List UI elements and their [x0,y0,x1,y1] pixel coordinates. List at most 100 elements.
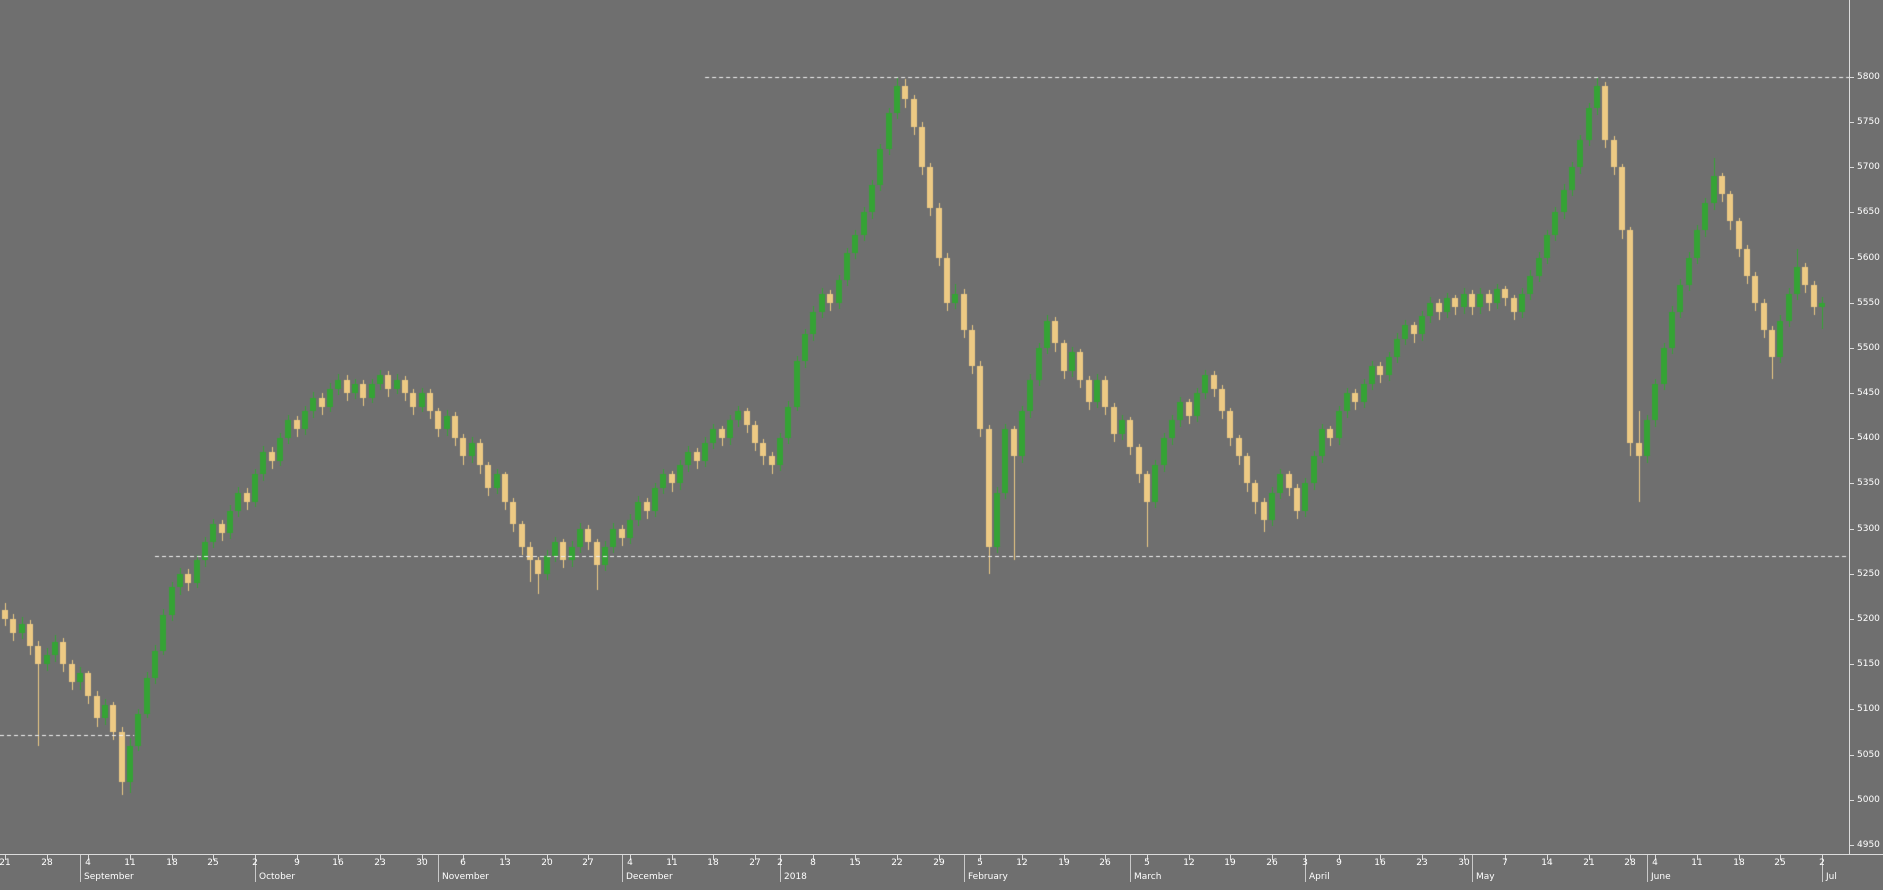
time-axis-label: 18 [1733,858,1745,868]
time-axis-tick [980,855,981,860]
time-axis-tick [1189,855,1190,860]
time-axis-label: 11 [124,858,136,868]
time-axis-label: 9 [294,858,300,868]
time-axis-tick [213,855,214,860]
price-axis-label: 5450 [1857,388,1880,398]
time-axis-tick [897,855,898,860]
time-axis-label: 5 [1144,858,1150,868]
time-axis-tick [1339,855,1340,860]
time-axis-label: 20 [541,858,553,868]
time-axis-label: 19 [1224,858,1236,868]
time-axis-tick [672,855,673,860]
time-axis-label: 25 [1774,858,1786,868]
month-separator-tick [1130,855,1131,882]
price-axis-tick [1850,348,1854,349]
price-axis-tick [1850,709,1854,710]
time-axis-label: 29 [933,858,945,868]
time-axis-label: 12 [1016,858,1028,868]
time-axis-label: 8 [810,858,816,868]
price-axis-tick [1850,845,1854,846]
price-axis-tick [1850,122,1854,123]
month-separator-tick [964,855,965,882]
time-axis-tick [505,855,506,860]
price-axis-tick [1850,619,1854,620]
time-axis-tick [297,855,298,860]
time-axis-tick [1822,855,1823,860]
plot-area[interactable] [0,0,1849,854]
time-axis-label: 19 [1058,858,1070,868]
time-axis-label: 30 [1458,858,1470,868]
month-label: February [968,872,1008,882]
time-axis-tick [1305,855,1306,860]
time-axis-label: 16 [332,858,344,868]
price-axis-label: 5050 [1857,750,1880,760]
time-axis-tick [855,855,856,860]
time-axis-label: 30 [416,858,428,868]
time-axis-label: 28 [1624,858,1636,868]
time-axis-tick [172,855,173,860]
time-axis-tick [1697,855,1698,860]
time-axis-tick [813,855,814,860]
price-axis-label: 5250 [1857,569,1880,579]
time-axis-tick [1547,855,1548,860]
time-axis-label: 23 [374,858,386,868]
price-axis-tick [1850,438,1854,439]
price-axis-tick [1850,303,1854,304]
time-axis-tick [130,855,131,860]
time-axis-label: 27 [749,858,761,868]
time-axis-label: 22 [891,858,903,868]
price-axis-tick [1850,258,1854,259]
candlestick-canvas[interactable] [0,0,1849,854]
time-axis-label: 11 [1691,858,1703,868]
time-axis-label: 18 [166,858,178,868]
time-axis-label: 21 [0,858,11,868]
time-axis-tick [1272,855,1273,860]
month-label: October [259,872,296,882]
time-axis-label: 16 [1374,858,1386,868]
time-axis-label: 6 [460,858,466,868]
price-axis-label: 5500 [1857,343,1880,353]
month-label: November [442,872,489,882]
time-axis-label: 28 [41,858,53,868]
time-axis-tick [1147,855,1148,860]
month-label: April [1309,872,1330,882]
time-axis-tick [588,855,589,860]
time-axis-tick [255,855,256,860]
price-axis-tick [1850,574,1854,575]
time-axis-label: 11 [666,858,678,868]
price-axis-label: 5800 [1857,72,1880,82]
time-axis-tick [1380,855,1381,860]
month-label: December [626,872,673,882]
price-axis-label: 5700 [1857,162,1880,172]
price-axis-tick [1850,800,1854,801]
price-axis-tick [1850,167,1854,168]
price-axis-label: 5100 [1857,704,1880,714]
time-axis-tick [630,855,631,860]
time-axis-label: 5 [977,858,983,868]
time-axis-label: 9 [1336,858,1342,868]
month-separator-tick [1822,855,1823,882]
price-axis-label: 5550 [1857,298,1880,308]
price-axis-label: 5650 [1857,207,1880,217]
price-axis-tick [1850,529,1854,530]
month-label: May [1476,872,1495,882]
price-axis-tick [1850,755,1854,756]
month-separator-tick [1472,855,1473,882]
time-axis-label: 26 [1266,858,1278,868]
month-label: 2018 [784,872,807,882]
time-axis-tick [1064,855,1065,860]
time-axis-tick [939,855,940,860]
time-axis-label: 4 [85,858,91,868]
time-axis-tick [338,855,339,860]
time-axis-tick [547,855,548,860]
time-axis-tick [422,855,423,860]
time-axis[interactable]: September October November December 2018 Febr… [0,854,1883,890]
time-axis-tick [1022,855,1023,860]
time-axis-tick [47,855,48,860]
time-axis-tick [1464,855,1465,860]
time-axis-tick [1422,855,1423,860]
time-axis-label: 27 [582,858,594,868]
price-axis[interactable]: 5800 5750 5700 5650 5600 5550 5500 5450 5400 5350… [1849,0,1883,854]
time-axis-label: 2 [777,858,783,868]
